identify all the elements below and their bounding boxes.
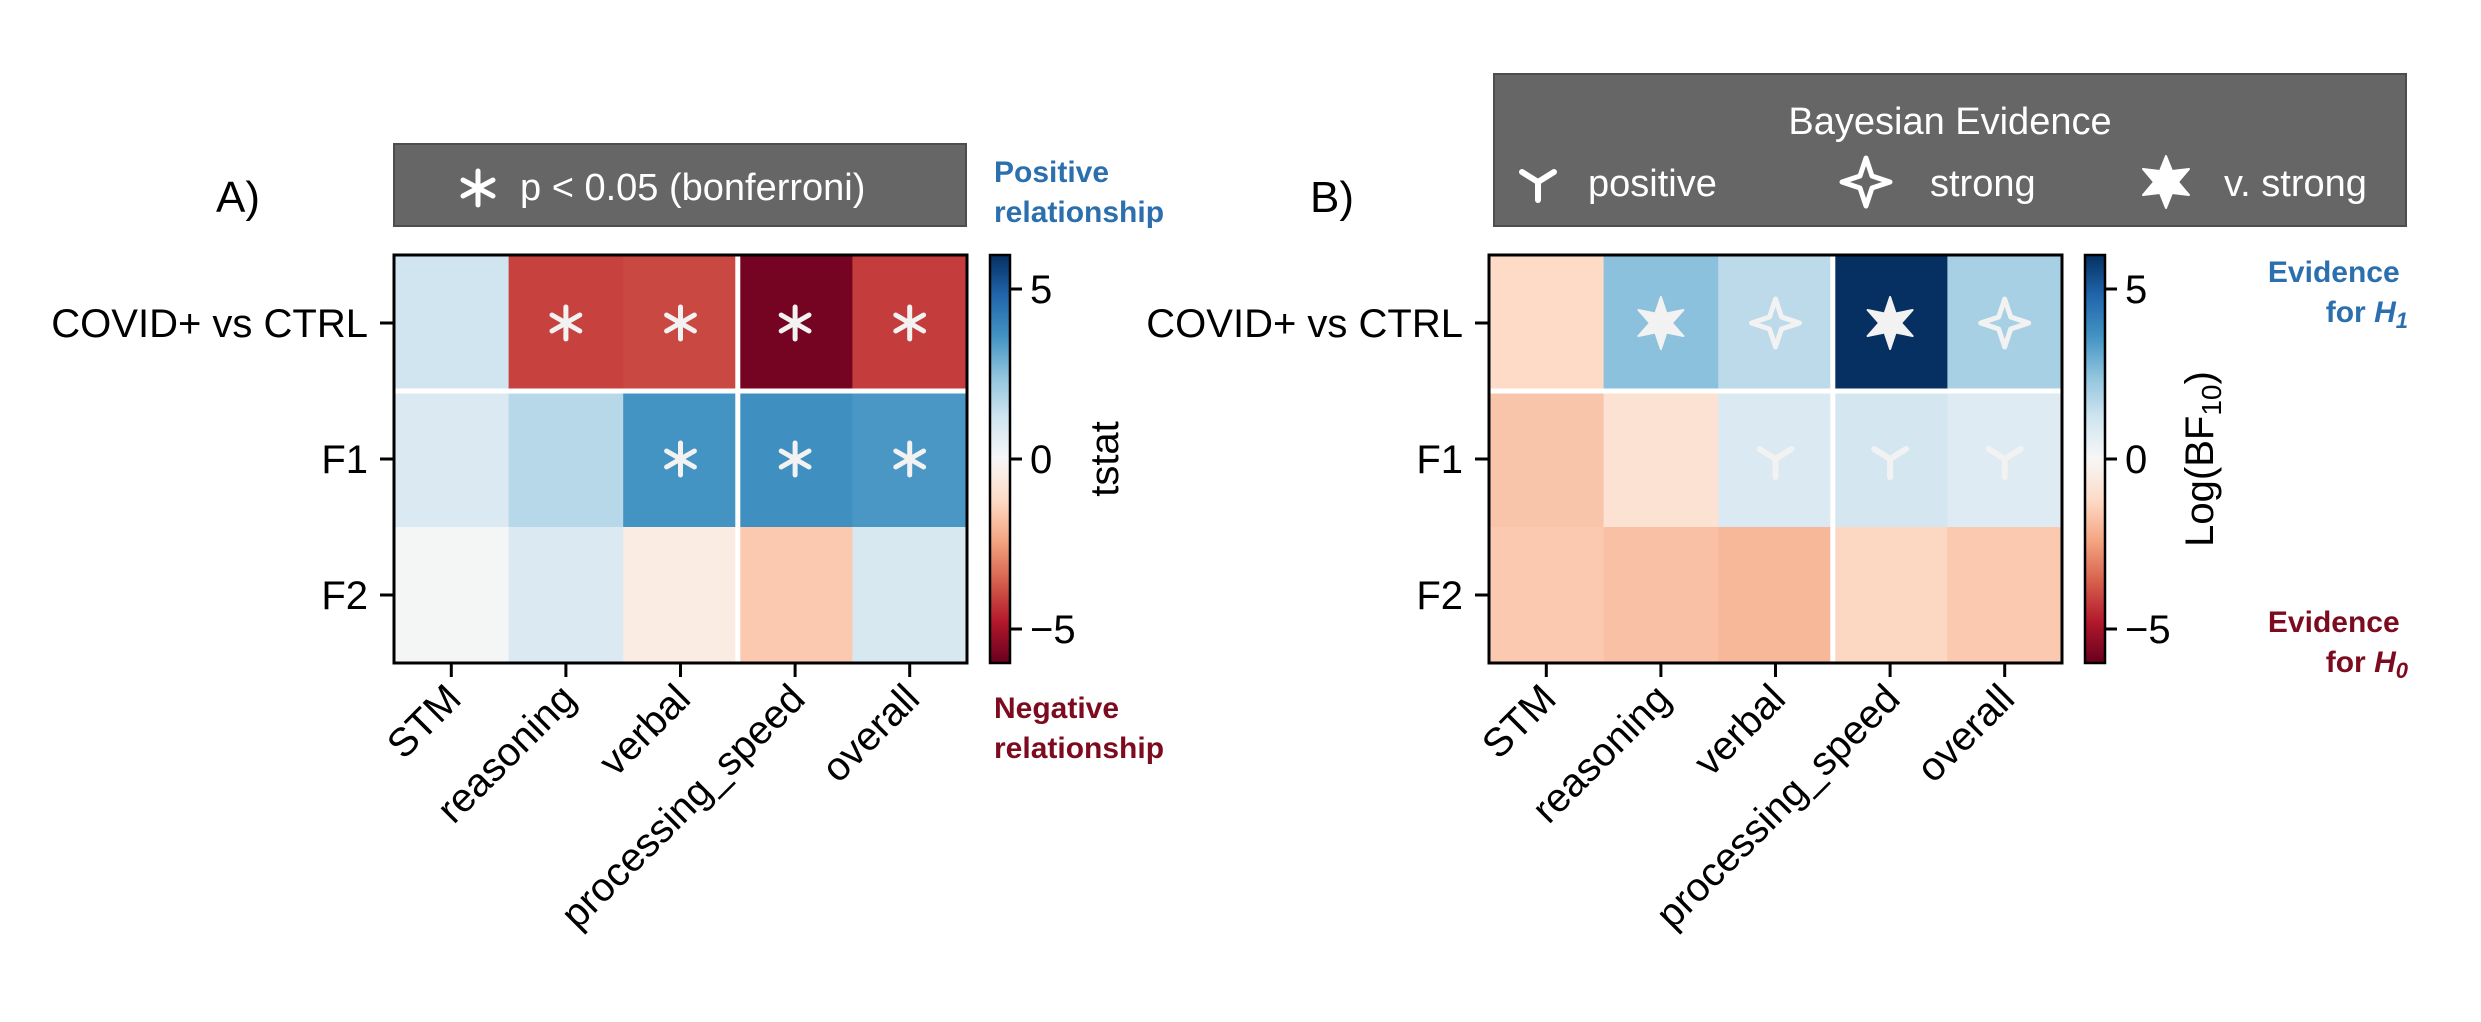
colorbar-label: Log(BF10) bbox=[2178, 371, 2227, 547]
x-tick-label: verbal bbox=[591, 676, 699, 784]
bayesian-legend-title: Bayesian Evidence bbox=[1788, 101, 2111, 143]
asterisk-icon bbox=[460, 168, 496, 208]
heatmap-cell bbox=[737, 527, 853, 664]
negative-relationship-note: Negative relationship bbox=[994, 692, 1164, 765]
heatmap-cell bbox=[1947, 527, 2063, 664]
evidence-h0-note: Evidence for H0 bbox=[2268, 606, 2409, 683]
bayesian-legend-box bbox=[1493, 73, 2407, 227]
heatmap-cell bbox=[1718, 527, 1834, 664]
x-tick-label: overall bbox=[814, 676, 928, 790]
tripod-icon bbox=[1519, 169, 1557, 203]
heatmap-cell bbox=[394, 527, 510, 664]
colorbar-tick-label: −5 bbox=[1030, 608, 1076, 652]
heatmap-cell bbox=[1489, 527, 1605, 664]
legend-label-v-strong: v. strong bbox=[2224, 163, 2367, 205]
legend-label-positive: positive bbox=[1588, 163, 1717, 205]
heatmap-cell bbox=[394, 255, 510, 392]
y-tick-label: F2 bbox=[321, 574, 368, 618]
colorbar-tick-label: 5 bbox=[1030, 268, 1052, 312]
colorbar-tick-label: 0 bbox=[1030, 438, 1052, 482]
heatmap-cell bbox=[1489, 391, 1605, 528]
evidence-vstrong-marker bbox=[1866, 296, 1914, 350]
significance-marker bbox=[664, 304, 697, 342]
heatmap-cell bbox=[394, 391, 510, 528]
heatmap-cell bbox=[1603, 527, 1719, 664]
evidence-vstrong-marker bbox=[1637, 296, 1685, 350]
evidence-positive-marker bbox=[1985, 446, 2024, 480]
heatmap-cell bbox=[1718, 255, 1834, 392]
y-tick-label: F1 bbox=[1416, 438, 1463, 482]
panel-a-letter: A) bbox=[216, 173, 260, 222]
legend-label-strong: strong bbox=[1930, 163, 2036, 205]
significance-marker bbox=[893, 440, 927, 478]
x-tick-label: overall bbox=[1909, 676, 2023, 790]
colorbar-tick-label: −5 bbox=[2125, 608, 2171, 652]
evidence-positive-marker bbox=[1756, 446, 1795, 480]
colorbar-tick-label: 5 bbox=[2125, 268, 2147, 312]
evidence-strong-marker bbox=[1978, 296, 2032, 350]
significance-legend-label: p < 0.05 (bonferroni) bbox=[520, 167, 865, 209]
evidence-h1-note: Evidence for H1 bbox=[2268, 256, 2408, 333]
positive-relationship-note: Positive relationship bbox=[994, 156, 1164, 229]
x-tick-label: verbal bbox=[1686, 676, 1794, 784]
colorbar-tick-label: 0 bbox=[2125, 438, 2147, 482]
heatmap-cell bbox=[623, 527, 739, 664]
heatmap-cell bbox=[1947, 255, 2063, 392]
significance-marker bbox=[778, 440, 812, 478]
x-tick-label: STM bbox=[1474, 676, 1565, 767]
heatmap-cell bbox=[1489, 255, 1605, 392]
heatmap-cell bbox=[852, 527, 968, 664]
six-point-star-icon bbox=[2142, 155, 2190, 209]
significance-legend-box bbox=[393, 143, 967, 227]
significance-marker bbox=[664, 440, 697, 478]
heatmap-cell bbox=[1832, 527, 1948, 664]
evidence-positive-marker bbox=[1871, 446, 1910, 480]
y-tick-label: COVID+ vs CTRL bbox=[51, 302, 368, 346]
heatmap-cell bbox=[508, 391, 624, 528]
panel-b-letter: B) bbox=[1310, 173, 1354, 222]
heatmap-cell bbox=[508, 527, 624, 664]
colorbar bbox=[2083, 253, 2107, 665]
significance-marker bbox=[778, 304, 812, 342]
y-tick-label: F1 bbox=[321, 438, 368, 482]
y-tick-label: F2 bbox=[1416, 574, 1463, 618]
colorbar bbox=[988, 253, 1012, 665]
x-tick-label: STM bbox=[379, 676, 470, 767]
significance-marker bbox=[549, 304, 583, 342]
four-point-star-icon bbox=[1839, 155, 1893, 209]
evidence-strong-marker bbox=[1749, 296, 1802, 350]
y-tick-label: COVID+ vs CTRL bbox=[1146, 302, 1463, 346]
significance-marker bbox=[893, 304, 927, 342]
heatmap-cell bbox=[1603, 391, 1719, 528]
colorbar-label: tstat bbox=[1083, 421, 1127, 497]
